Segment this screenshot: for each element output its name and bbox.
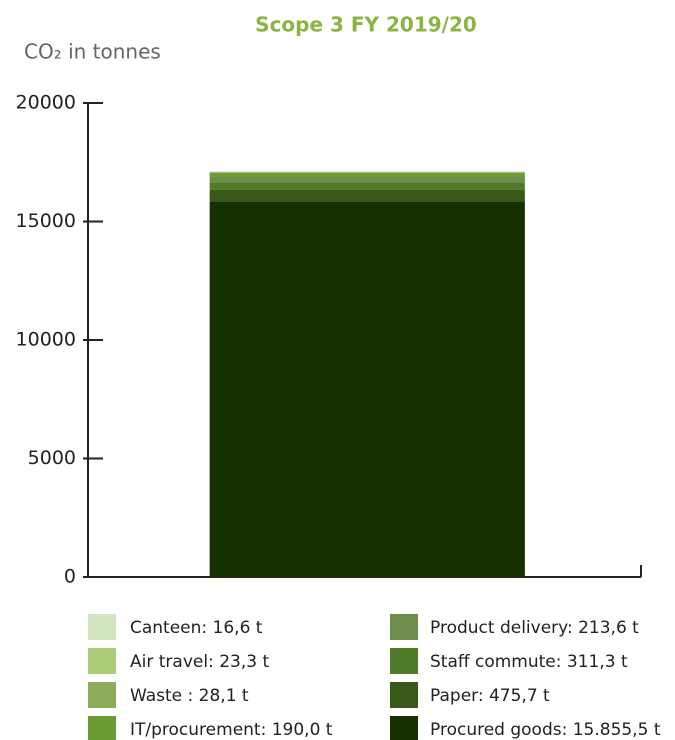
legend-swatch: [390, 648, 418, 674]
legend-label: Staff commute: 311,3 t: [430, 652, 628, 672]
legend-swatch: [88, 682, 116, 708]
legend-swatch: [390, 614, 418, 640]
legend-swatch: [88, 716, 116, 740]
bar-segment: [209, 201, 525, 577]
legend-swatch: [88, 614, 116, 640]
legend-label: Procured goods: 15.855,5 t: [430, 720, 661, 740]
chart-title: Scope 3 FY 2019/20: [255, 13, 477, 37]
bar-segment: [209, 177, 525, 183]
bar-segment: [209, 189, 525, 202]
legend-swatch: [88, 648, 116, 674]
legend-swatch: [390, 682, 418, 708]
legend-label: Canteen: 16,6 t: [130, 618, 263, 638]
legend-label: IT/procurement: 190,0 t: [130, 720, 333, 740]
legend-label: Paper: 475,7 t: [430, 686, 550, 706]
bar-segment: [209, 171, 525, 173]
y-axis-label: CO₂ in tonnes: [24, 40, 161, 64]
legend-label: Product delivery: 213,6 t: [430, 618, 639, 638]
legend-label: Air travel: 23,3 t: [130, 652, 269, 672]
y-tick-label: 0: [64, 566, 76, 588]
y-tick-label: 15000: [16, 210, 76, 232]
legend-swatch: [390, 716, 418, 740]
bar-segment: [209, 182, 525, 190]
bar-segment: [209, 172, 525, 174]
y-tick-label: 20000: [16, 92, 76, 114]
bar-segment: [209, 173, 525, 178]
legend-label: Waste : 28,1 t: [130, 686, 249, 706]
y-tick-label: 5000: [28, 447, 76, 469]
y-tick-label: 10000: [16, 329, 76, 351]
